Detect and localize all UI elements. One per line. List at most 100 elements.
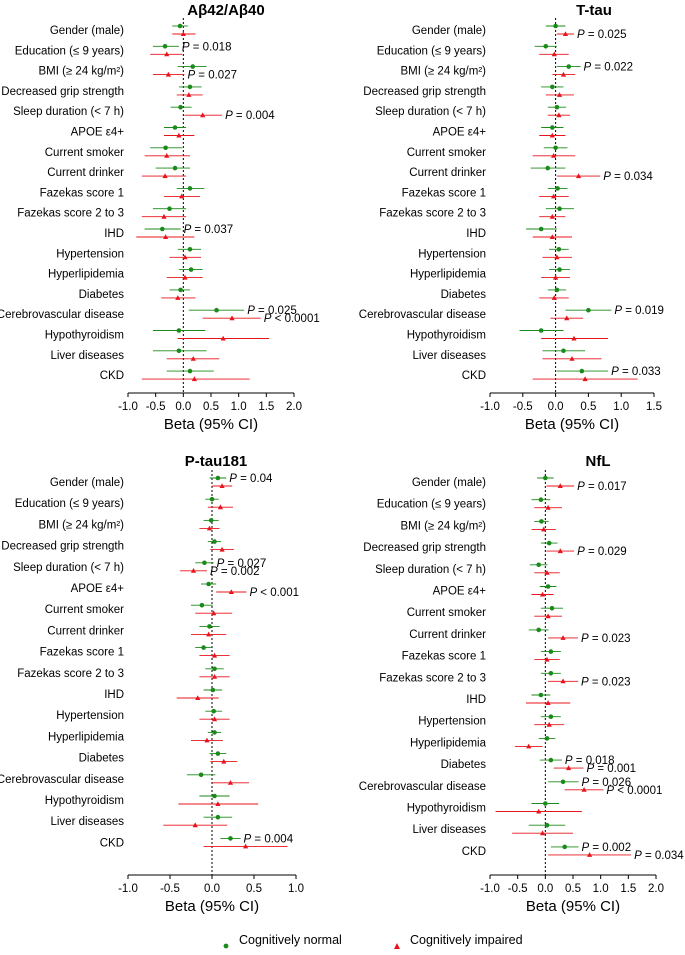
chart-3-category-label-education-9-years: Education (≤ 9 years) <box>15 498 124 510</box>
chart-2-impaired-point-current-drinker <box>575 173 582 179</box>
chart-2-category-label-bmi-24-kg-m: BMI (≥ 24 kg/m²) <box>400 66 486 78</box>
chart-3-category-label-ihd: IHD <box>104 689 124 701</box>
chart-4-normal-point-decreased-grip-strength <box>546 540 552 546</box>
chart-4-impaired-p-value-fazekas-score-2-to-3: P = 0.023 <box>581 676 631 688</box>
chart-4-impaired-point-sleep-duration-7-h <box>544 570 550 575</box>
chart-2-impaired-point-liver-diseases <box>569 356 575 361</box>
chart-4-normal-point-liver-diseases <box>544 822 550 828</box>
chart-3-x-tick-label-3: 0.5 <box>246 883 262 895</box>
chart-2-normal-point-apoe-4 <box>550 125 555 130</box>
chart-2-normal-point-liver-diseases <box>561 348 566 354</box>
chart-2-x-tick-label-3: 0.5 <box>580 401 596 413</box>
chart-3-category-label-diabetes: Diabetes <box>79 753 125 765</box>
chart-4-category-label-hypothyroidism: Hypothyroidism <box>407 803 486 815</box>
chart-3-normal-point-bmi-24-kg-m <box>208 518 214 523</box>
chart-1-impaired-point-ckd <box>191 376 197 382</box>
chart-2-impaired-point-education-9-years <box>551 51 557 57</box>
chart-4-impaired-p-value-gender-male: P = 0.017 <box>577 481 627 493</box>
chart-4-category-label-sleep-duration-7-h: Sleep duration (< 7 h) <box>375 564 486 576</box>
chart-3-normal-point-current-drinker <box>207 624 212 629</box>
chart-1-category-label-bmi-24-kg-m: BMI (≥ 24 kg/m²) <box>38 66 124 78</box>
chart-3-normal-point-hypertension <box>211 708 216 714</box>
chart-3-normal-point-fazekas-score-1 <box>201 645 206 650</box>
chart-2-impaired-point-cerebrovascular-disease <box>564 315 570 321</box>
chart-3-impaired-point-ckd <box>243 843 249 849</box>
chart-4-category-label-fazekas-score-2-to-3: Fazekas score 2 to 3 <box>379 672 486 684</box>
chart-4-normal-point-sleep-duration-7-h <box>536 562 541 568</box>
chart-1-title: Aβ42/Aβ40 <box>187 2 265 19</box>
chart-3-impaired-point-current-smoker <box>211 610 217 616</box>
chart-2-category-label-diabetes: Diabetes <box>441 289 487 301</box>
chart-3-normal-p-value-sleep-duration-7-h: P = 0.027 <box>217 558 267 570</box>
chart-4-category-label-hypertension: Hypertension <box>418 716 486 728</box>
chart-4-normal-point-apoe-4 <box>545 584 551 589</box>
chart-3-impaired-point-hyperlipidemia <box>204 737 210 743</box>
chart-1-a-42-a-40-panel: Aβ42/Aβ40 Gender (male) Education (≤ 9 yea… <box>0 2 320 433</box>
chart-3-impaired-point-sleep-duration-7-h <box>190 568 197 573</box>
chart-4-category-label-current-smoker: Current smoker <box>407 607 486 619</box>
chart-3-normal-point-gender-male <box>215 475 221 481</box>
chart-2-impaired-point-fazekas-score-2-to-3 <box>549 213 555 219</box>
chart-4-category-label-education-9-years: Education (≤ 9 years) <box>377 499 486 511</box>
chart-2-x-axis-label: Beta (95% CI) <box>525 416 619 433</box>
chart-4-category-label-ihd: IHD <box>466 694 486 706</box>
chart-3-category-label-decreased-grip-strength: Decreased grip strength <box>1 541 124 553</box>
chart-4-x-tick-label-1: -0.5 <box>508 883 528 895</box>
chart-1-normal-point-sleep-duration-7-h <box>178 104 183 110</box>
chart-4-impaired-point-hypothyroidism <box>536 808 542 814</box>
chart-1-impaired-point-sleep-duration-7-h <box>200 112 206 118</box>
chart-4-normal-point-ckd <box>562 844 567 850</box>
chart-3-normal-point-hypothyroidism <box>212 793 217 799</box>
chart-4-impaired-point-hyperlipidemia <box>526 743 532 749</box>
chart-1-normal-point-bmi-24-kg-m <box>190 64 196 69</box>
chart-3-impaired-p-value-sleep-duration-7-h: P = 0.002 <box>210 566 260 578</box>
chart-4-nfl-panel: NfL Gender (male) Education (≤ 9 years) BMI… <box>359 453 684 915</box>
chart-2-category-label-current-drinker: Current drinker <box>409 167 486 179</box>
chart-3-normal-point-education-9-years <box>209 496 215 502</box>
chart-4-normal-point-fazekas-score-1 <box>548 649 554 654</box>
chart-4-normal-p-value-cerebrovascular-disease: P = 0.026 <box>582 777 632 789</box>
chart-3-category-label-current-drinker: Current drinker <box>47 625 124 637</box>
chart-4-impaired-point-diabetes <box>565 765 572 771</box>
chart-2-category-label-fazekas-score-1: Fazekas score 1 <box>402 187 486 199</box>
chart-2-normal-point-hypothyroidism <box>538 328 544 333</box>
chart-4-category-label-ckd: CKD <box>462 846 486 858</box>
chart-3-impaired-point-hypothyroidism <box>215 801 221 806</box>
chart-2-category-label-hypertension: Hypertension <box>418 248 486 260</box>
chart-2-category-label-fazekas-score-2-to-3: Fazekas score 2 to 3 <box>379 208 486 220</box>
chart-3-impaired-point-education-9-years <box>217 504 223 510</box>
chart-1-category-label-current-drinker: Current drinker <box>47 167 124 179</box>
chart-2-normal-point-ihd <box>538 226 544 232</box>
legend-impaired-label: Cognitively impaired <box>410 933 523 947</box>
chart-4-category-label-diabetes: Diabetes <box>441 759 487 771</box>
chart-2-normal-point-decreased-grip-strength <box>550 84 555 90</box>
legend: Cognitively normal Cognitively impaired <box>0 933 685 950</box>
chart-1-impaired-point-diabetes <box>175 295 181 300</box>
chart-2-normal-point-hypertension <box>556 247 562 252</box>
chart-2-impaired-point-sleep-duration-7-h <box>556 112 562 118</box>
chart-1-x-tick-label-2: 0.0 <box>175 401 191 413</box>
chart-1-x-tick-label-0: -1.0 <box>118 401 138 413</box>
chart-2-impaired-point-apoe-4 <box>549 132 555 138</box>
chart-2-impaired-point-ckd <box>582 376 588 382</box>
chart-2-normal-point-current-drinker <box>545 165 551 171</box>
chart-1-x-tick-label-3: 0.5 <box>203 401 219 413</box>
chart-2-impaired-point-ihd <box>549 234 555 239</box>
chart-2-impaired-point-diabetes <box>551 295 557 300</box>
chart-1-normal-point-cerebrovascular-disease <box>214 307 219 313</box>
chart-4-category-label-gender-male: Gender (male) <box>412 477 486 489</box>
chart-3-impaired-p-value-apoe-4: P < 0.001 <box>249 587 299 599</box>
chart-4-category-label-liver-diseases: Liver diseases <box>412 824 486 836</box>
chart-2-category-label-current-smoker: Current smoker <box>407 147 486 159</box>
chart-4-x-tick-label-0: -1.0 <box>480 883 500 895</box>
chart-3-impaired-point-cerebrovascular-disease <box>227 780 234 785</box>
chart-1-normal-point-apoe-4 <box>172 125 178 130</box>
chart-4-x-tick-label-2: 0.0 <box>537 883 553 895</box>
chart-2-normal-point-sleep-duration-7-h <box>554 104 560 110</box>
chart-4-x-tick-label-5: 1.5 <box>620 883 636 895</box>
chart-2-normal-point-gender-male <box>553 23 558 29</box>
chart-1-impaired-point-liver-diseases <box>190 356 196 361</box>
chart-4-normal-point-diabetes <box>548 757 554 763</box>
chart-1-normal-point-liver-diseases <box>176 348 182 354</box>
chart-4-category-label-bmi-24-kg-m: BMI (≥ 24 kg/m²) <box>400 520 486 532</box>
